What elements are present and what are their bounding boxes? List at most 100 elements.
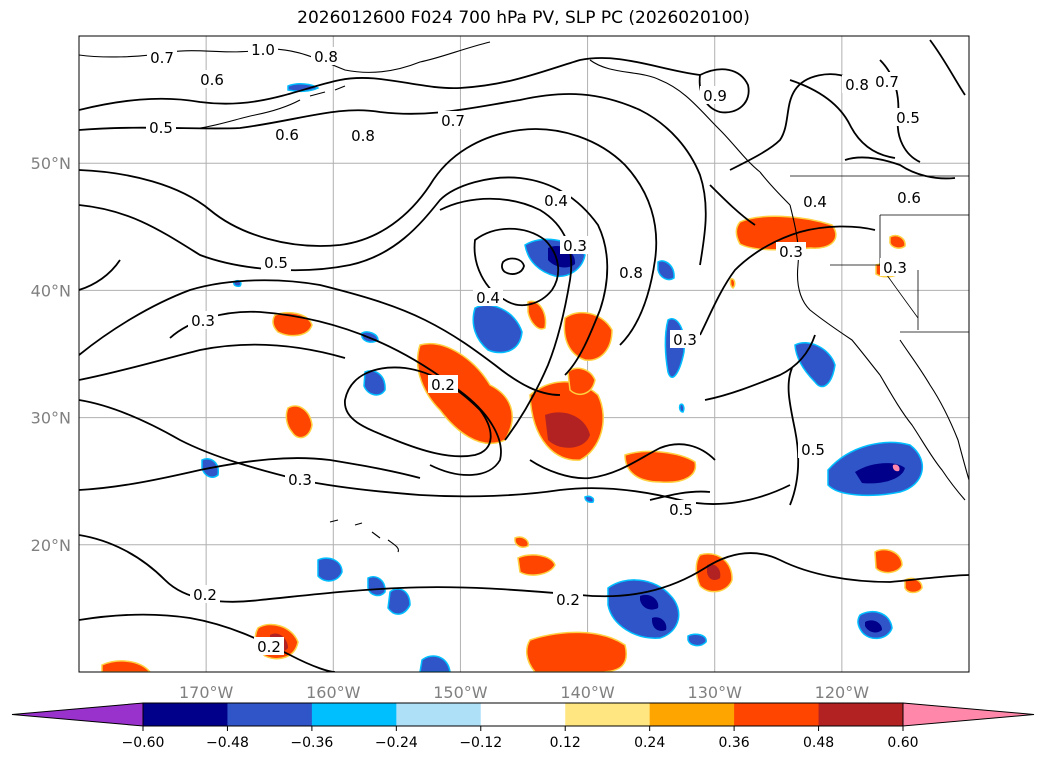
- anomaly-region: [285, 405, 313, 439]
- contour-line: [844, 156, 956, 180]
- colorbar-tick-label: 0.12: [550, 735, 581, 751]
- contour-label: 0.4: [476, 289, 500, 307]
- map-title: 2026012600 F024 700 hPa PV, SLP PC (2026…: [297, 8, 750, 28]
- gulf-of-california: [899, 339, 969, 481]
- contour-line: [79, 57, 701, 111]
- contour-line: [79, 259, 121, 291]
- colorbar-segment: [227, 703, 313, 726]
- political-borders: [790, 175, 969, 333]
- contour-label: 0.7: [150, 49, 174, 67]
- anomaly-region: [317, 557, 343, 582]
- anomaly-region: [367, 576, 386, 597]
- contour-line: [929, 39, 966, 96]
- colorbar-segment: [734, 703, 820, 726]
- lat-tick-label: 20°N: [31, 536, 71, 555]
- contour-line: [439, 197, 573, 441]
- contour-line: [79, 613, 336, 672]
- colorbar-segment: [480, 703, 566, 726]
- contour-label: 0.9: [703, 87, 727, 105]
- anomaly-region: [657, 260, 675, 281]
- colorbar-tick-label: 0.24: [634, 735, 665, 751]
- plot-frame: [78, 35, 970, 673]
- contour-label: 0.7: [441, 112, 465, 130]
- contour-label: 0.3: [288, 471, 312, 489]
- contour-label: 0.4: [544, 192, 568, 210]
- contour-label: 0.2: [556, 591, 580, 609]
- contour-line: [79, 128, 658, 346]
- contour-line: [704, 334, 816, 401]
- lon-tick-label: 160°W: [306, 683, 361, 702]
- contour-line: [79, 457, 421, 491]
- colorbar-extend-high: [902, 702, 1035, 727]
- lat-tick-label: 40°N: [31, 281, 71, 300]
- anomaly-region: [678, 403, 685, 413]
- plot-area: [79, 36, 969, 672]
- contour-line: [529, 443, 716, 480]
- anomaly-region: [387, 588, 411, 615]
- contour-line: [79, 93, 707, 266]
- contour-line: [79, 343, 346, 381]
- lat-tick-label: 30°N: [31, 409, 71, 428]
- contour-label: 0.3: [883, 259, 907, 277]
- colorbar-tick-label: −0.48: [206, 735, 249, 751]
- contour-line: [473, 227, 560, 307]
- latitude-tick-labels: 20°N 30°N 40°N 50°N: [31, 154, 71, 555]
- contour-line: [79, 279, 561, 396]
- anomaly-region: [567, 367, 596, 396]
- contour-label: 0.3: [191, 312, 215, 330]
- anomaly-region: [707, 564, 721, 580]
- colorbar: −0.60 −0.48 −0.36 −0.24 −0.12 0.12 0.24 0.36 0.4…: [11, 702, 1035, 751]
- colorbar-tick-label: −0.36: [290, 735, 333, 751]
- contour-label: 0.6: [200, 71, 224, 89]
- aleutian-islands: [199, 85, 346, 129]
- contour-label: 0.2: [193, 586, 217, 604]
- lon-tick-label: 140°W: [560, 683, 615, 702]
- contour-label: 0.5: [669, 501, 693, 519]
- longitude-tick-labels: 170°W 160°W 150°W 140°W 130°W 120°W: [179, 683, 869, 702]
- colorbar-extend-low: [11, 702, 144, 727]
- anomaly-region: [419, 655, 451, 672]
- colorbar-segment: [311, 703, 397, 726]
- contour-label: 0.5: [264, 254, 288, 272]
- contour-label: 0.5: [801, 441, 825, 459]
- contour-line: [344, 366, 492, 458]
- anomaly-region: [517, 554, 556, 576]
- contour-line: [501, 257, 525, 275]
- alaska-panhandle: [589, 59, 761, 173]
- contour-labels: 1.0 0.8 0.7 0.6 0.5 0.7 0.8 0.6 0.5 0.3 …: [146, 40, 924, 656]
- contour-label: 0.3: [563, 237, 587, 255]
- lon-tick-label: 170°W: [179, 683, 234, 702]
- anomaly-region: [287, 83, 320, 93]
- contour-line: [649, 490, 711, 501]
- colorbar-tick-label: −0.60: [122, 735, 165, 751]
- anomaly-region: [472, 304, 523, 354]
- lon-tick-label: 120°W: [815, 683, 870, 702]
- anomaly-region: [640, 594, 659, 610]
- hawaiian-islands: [329, 519, 399, 553]
- bc-coast: [759, 171, 791, 206]
- colorbar-tick-label: 0.60: [887, 735, 918, 751]
- contour-line: [709, 184, 756, 226]
- anomaly-region: [687, 633, 707, 647]
- anomaly-region: [892, 464, 900, 472]
- contour-label: 0.5: [896, 109, 920, 127]
- anomaly-region: [545, 412, 590, 448]
- lon-tick-label: 130°W: [688, 683, 743, 702]
- contour-label: 0.8: [619, 264, 643, 282]
- colorbar-tick-label: 0.36: [719, 735, 750, 751]
- contour-label: 0.8: [351, 127, 375, 145]
- colorbar-segment: [143, 703, 228, 726]
- contour-label: 0.8: [314, 48, 338, 66]
- anomaly-region: [865, 620, 882, 633]
- anomaly-region: [889, 234, 906, 249]
- contour-label: 0.5: [149, 119, 173, 137]
- contour-label: 1.0: [251, 41, 275, 59]
- contour-label: 0.7: [875, 73, 899, 91]
- contour-label: 0.4: [803, 193, 827, 211]
- contour-line: [787, 367, 800, 506]
- contour-line: [169, 310, 502, 476]
- colorbar-segment: [649, 703, 735, 726]
- colorbar-tick-label: −0.12: [459, 735, 502, 751]
- lon-tick-label: 150°W: [433, 683, 488, 702]
